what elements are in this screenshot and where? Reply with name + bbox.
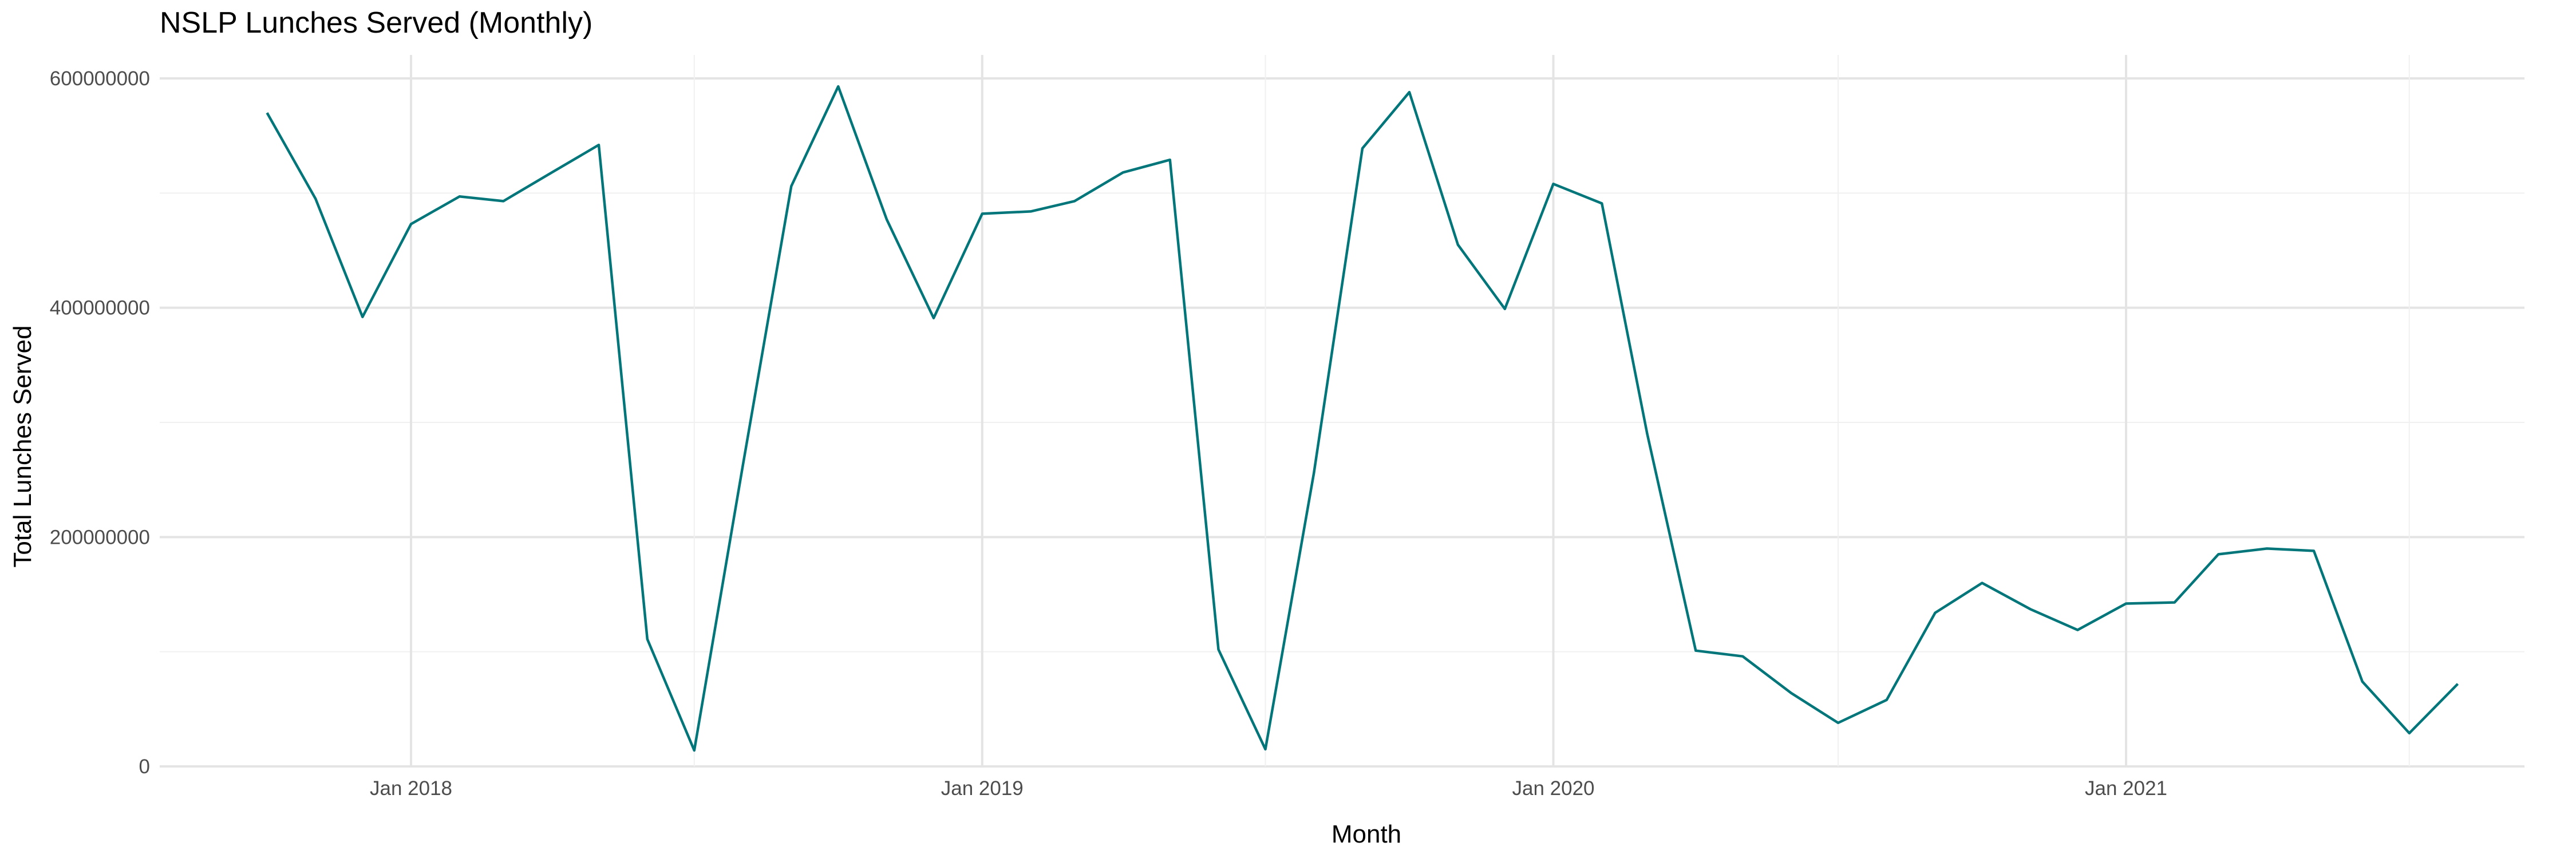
grid-lines [160,55,2524,768]
x-axis-title: Month [1332,820,1401,848]
y-axis-title: Total Lunches Served [9,325,37,567]
x-tick-label: Jan 2021 [2085,777,2167,800]
axis-labels: 0 200000000 400000000 600000000 Jan 2018 Jan … [50,68,2167,800]
y-tick-label: 400000000 [50,297,150,319]
x-tick-label: Jan 2018 [370,777,452,800]
x-tick-label: Jan 2020 [1512,777,1594,800]
y-tick-label: 0 [139,756,150,778]
y-tick-label: 200000000 [50,526,150,548]
chart-title: NSLP Lunches Served (Monthly) [160,6,593,39]
x-tick-label: Jan 2019 [941,777,1024,800]
series-layer [266,85,2459,752]
y-tick-label: 600000000 [50,68,150,90]
series-line [266,85,2459,752]
